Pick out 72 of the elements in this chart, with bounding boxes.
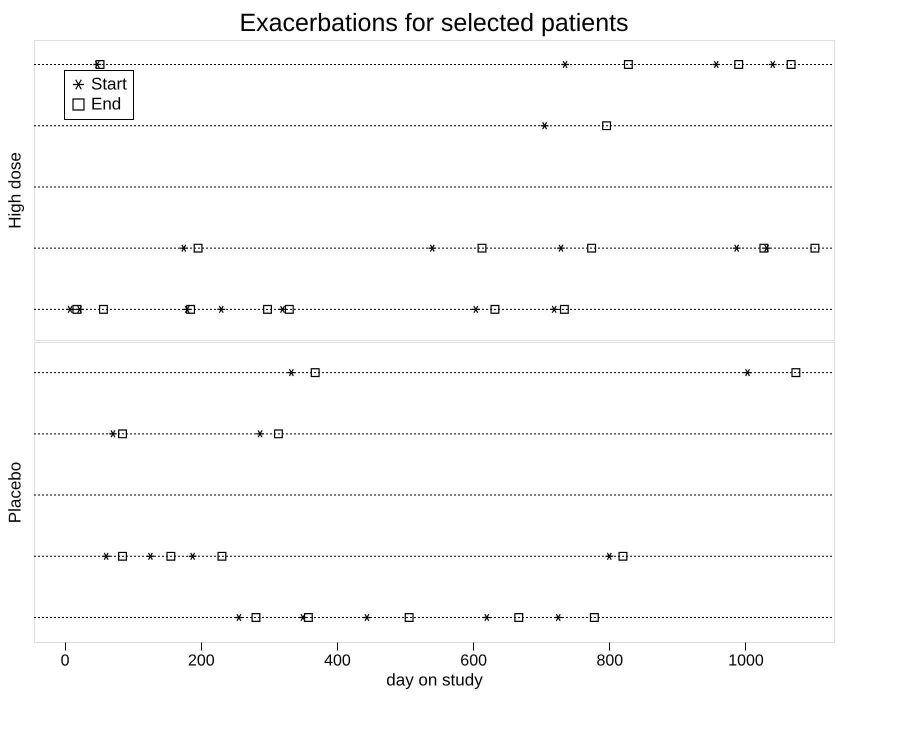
point [560,60,570,68]
point [590,613,599,622]
point [786,60,796,69]
legend-label: End [91,94,122,114]
point [604,552,614,560]
point [188,552,198,560]
point [554,614,563,622]
point [166,552,176,561]
point [310,368,320,378]
point [602,121,612,130]
point [624,60,633,69]
point [514,613,524,622]
point [284,304,294,314]
x-axis-title: day on study [386,670,484,690]
point [234,614,244,622]
point [762,244,772,252]
point [587,244,596,253]
point [618,552,628,561]
point [482,614,492,622]
point [712,60,721,68]
legend-label: Start [91,74,128,94]
point [66,305,75,314]
point [92,60,102,68]
point [743,368,752,377]
point [734,60,744,69]
point [118,429,127,438]
x-tick-label: 0 [60,652,70,670]
point [179,244,188,252]
point [263,304,272,314]
point [471,305,480,314]
point [732,244,742,252]
point [286,368,296,377]
point [194,244,203,253]
x-tick-label: 400 [324,652,351,670]
point [251,613,260,622]
point [490,304,500,314]
point [810,244,820,253]
chart-title: Exacerbations for selected patients [239,9,629,37]
point [98,304,108,314]
point [550,305,559,314]
point [216,305,226,314]
point [791,368,800,378]
y-axis-title: High dose [6,152,24,229]
point [72,304,82,314]
point [108,430,118,438]
point [256,430,265,438]
y-axis-title: Placebo [6,462,24,524]
point [759,244,768,253]
x-tick-label: 1000 [728,652,764,670]
x-tick-label: 200 [188,652,215,670]
point [560,304,569,314]
x-tick-label: 800 [596,652,624,670]
point [362,614,372,622]
point [478,244,486,253]
point [75,305,84,314]
point [304,613,313,622]
point [298,614,308,622]
x-tick-label: 600 [460,652,488,670]
point [118,552,127,561]
point [428,244,437,252]
point [556,244,566,252]
point [102,552,111,560]
point [274,429,283,438]
point [404,613,414,622]
point [278,305,287,314]
point [182,305,192,314]
point [217,552,226,561]
point [96,60,105,69]
point [768,60,778,68]
point [146,552,155,560]
point [540,122,550,130]
point [186,304,196,314]
